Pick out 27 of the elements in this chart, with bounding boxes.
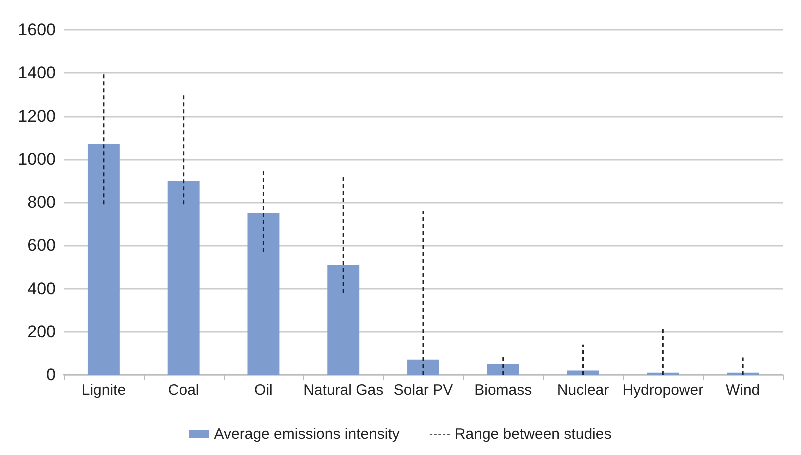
x-tick-label: Coal bbox=[168, 382, 200, 399]
x-tick-label: Biomass bbox=[474, 382, 532, 399]
y-tick-label: 400 bbox=[28, 279, 56, 298]
bar bbox=[168, 180, 200, 375]
bar bbox=[328, 265, 360, 375]
x-tick-label: Natural Gas bbox=[304, 382, 384, 399]
y-tick-label: 800 bbox=[28, 193, 56, 212]
x-tick-label: Solar PV bbox=[394, 382, 454, 399]
legend-label: Average emissions intensity bbox=[214, 426, 400, 443]
x-tick-label: Hydropower bbox=[622, 382, 704, 399]
bar bbox=[487, 364, 520, 375]
bar bbox=[567, 370, 600, 375]
x-tick-label: Wind bbox=[726, 382, 760, 399]
text: Range between studies bbox=[454, 426, 612, 443]
y-tick-label: 200 bbox=[28, 322, 56, 342]
y-tick-label: 1400 bbox=[18, 64, 56, 83]
bar bbox=[248, 213, 280, 375]
y-tick-label: 1200 bbox=[18, 106, 56, 126]
y-tick-label: 0 bbox=[46, 366, 56, 384]
y-tick-label: 1000 bbox=[18, 150, 56, 169]
x-tick-label: Oil bbox=[254, 382, 273, 399]
x-tick-label: Nuclear bbox=[557, 382, 610, 399]
bar bbox=[408, 360, 440, 375]
x-tick-label: Lignite bbox=[82, 382, 126, 399]
y-tick-label: 1600 bbox=[18, 20, 56, 40]
y-tick-label: 600 bbox=[28, 236, 56, 256]
bar bbox=[88, 144, 120, 375]
